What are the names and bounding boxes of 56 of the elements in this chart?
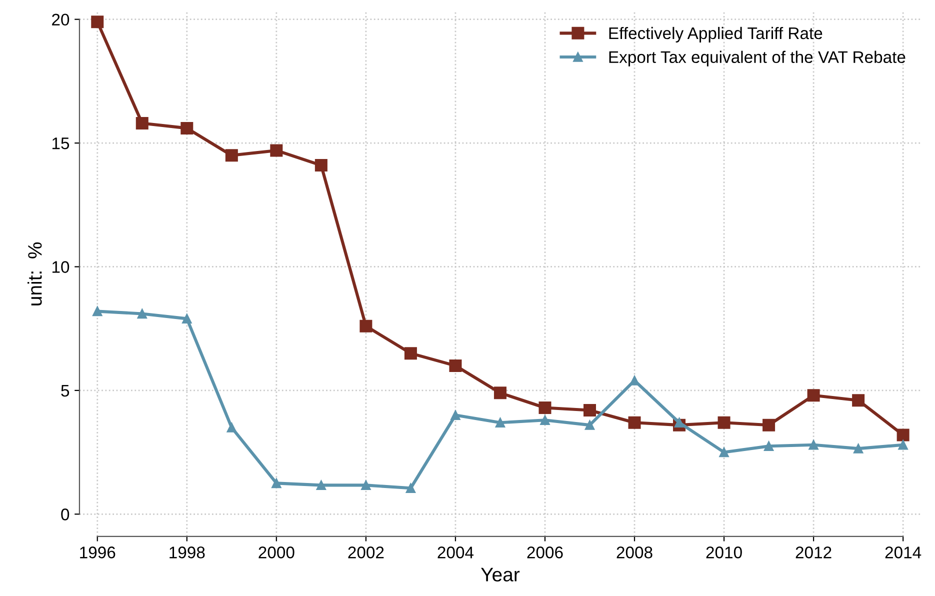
x-tick-label: 2000 — [258, 546, 294, 558]
y-tick-label: 5 — [61, 385, 70, 397]
point — [361, 480, 371, 490]
x-tick-label: 2006 — [527, 546, 563, 558]
point — [270, 144, 283, 157]
x-tick-label: 2010 — [706, 546, 742, 558]
x-tick-label: 2014 — [885, 546, 922, 558]
point — [316, 480, 326, 490]
y-tick-label: 10 — [52, 261, 70, 273]
point — [495, 418, 506, 428]
point — [718, 416, 730, 429]
point — [314, 159, 328, 172]
point — [406, 483, 416, 494]
point — [540, 415, 550, 425]
point — [182, 314, 192, 324]
point — [137, 308, 147, 319]
point — [630, 376, 640, 386]
x-tick-label: 2002 — [348, 546, 384, 558]
y-axis-title: unit: % — [28, 242, 42, 306]
point — [762, 418, 776, 432]
x-axis-title: Year — [481, 568, 520, 582]
point — [898, 440, 908, 450]
point — [450, 410, 460, 420]
x-tick-label: 2012 — [796, 546, 832, 558]
point — [404, 347, 417, 360]
point — [494, 386, 506, 400]
point — [360, 320, 372, 332]
y-tick-label: 20 — [52, 14, 70, 26]
legend-label: Export Tax equivalent of the VAT Rebate — [609, 50, 906, 66]
y-tick-label: 0 — [61, 508, 70, 520]
point — [92, 306, 102, 316]
y-tick-label: 15 — [52, 138, 70, 150]
point — [272, 478, 282, 488]
point — [674, 418, 684, 428]
point — [764, 441, 774, 451]
point — [226, 422, 237, 432]
point — [225, 149, 238, 162]
point — [719, 447, 729, 458]
legend-label: Effectively Applied Tariff Rate — [609, 26, 822, 42]
point — [852, 394, 865, 407]
x-tick-label: 1996 — [80, 546, 116, 558]
x-tick-label: 2004 — [438, 546, 474, 558]
point — [584, 420, 595, 430]
point — [449, 359, 462, 372]
point — [628, 416, 641, 429]
x-tick-label: 1998 — [170, 546, 205, 558]
point — [538, 402, 552, 414]
point — [583, 404, 596, 416]
point — [180, 122, 194, 134]
point — [853, 444, 864, 454]
point — [91, 16, 104, 28]
point — [807, 389, 820, 402]
point — [136, 117, 148, 130]
point — [896, 428, 910, 442]
x-tick-label: 2008 — [616, 546, 652, 558]
point — [808, 440, 818, 450]
